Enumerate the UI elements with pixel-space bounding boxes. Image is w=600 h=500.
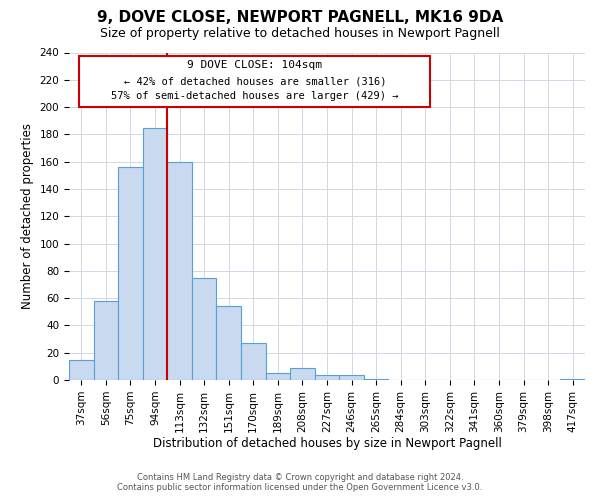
FancyBboxPatch shape	[79, 56, 430, 106]
Bar	[192, 278, 217, 380]
Y-axis label: Number of detached properties: Number of detached properties	[21, 123, 34, 309]
Text: 9 DOVE CLOSE: 104sqm: 9 DOVE CLOSE: 104sqm	[187, 60, 322, 70]
Bar	[364, 378, 388, 380]
Text: 9, DOVE CLOSE, NEWPORT PAGNELL, MK16 9DA: 9, DOVE CLOSE, NEWPORT PAGNELL, MK16 9DA	[97, 10, 503, 25]
Bar	[143, 128, 167, 380]
Text: ← 42% of detached houses are smaller (316): ← 42% of detached houses are smaller (31…	[124, 76, 386, 86]
X-axis label: Distribution of detached houses by size in Newport Pagnell: Distribution of detached houses by size …	[152, 438, 502, 450]
Bar	[339, 374, 364, 380]
Bar	[241, 343, 266, 380]
Bar	[69, 360, 94, 380]
Text: Contains HM Land Registry data © Crown copyright and database right 2024.
Contai: Contains HM Land Registry data © Crown c…	[118, 473, 482, 492]
Bar	[560, 378, 585, 380]
Bar	[315, 374, 339, 380]
Bar	[94, 301, 118, 380]
Bar	[290, 368, 315, 380]
Text: 57% of semi-detached houses are larger (429) →: 57% of semi-detached houses are larger (…	[111, 91, 398, 101]
Bar	[266, 373, 290, 380]
Text: Size of property relative to detached houses in Newport Pagnell: Size of property relative to detached ho…	[100, 28, 500, 40]
Bar	[217, 306, 241, 380]
Bar	[167, 162, 192, 380]
Bar	[118, 167, 143, 380]
